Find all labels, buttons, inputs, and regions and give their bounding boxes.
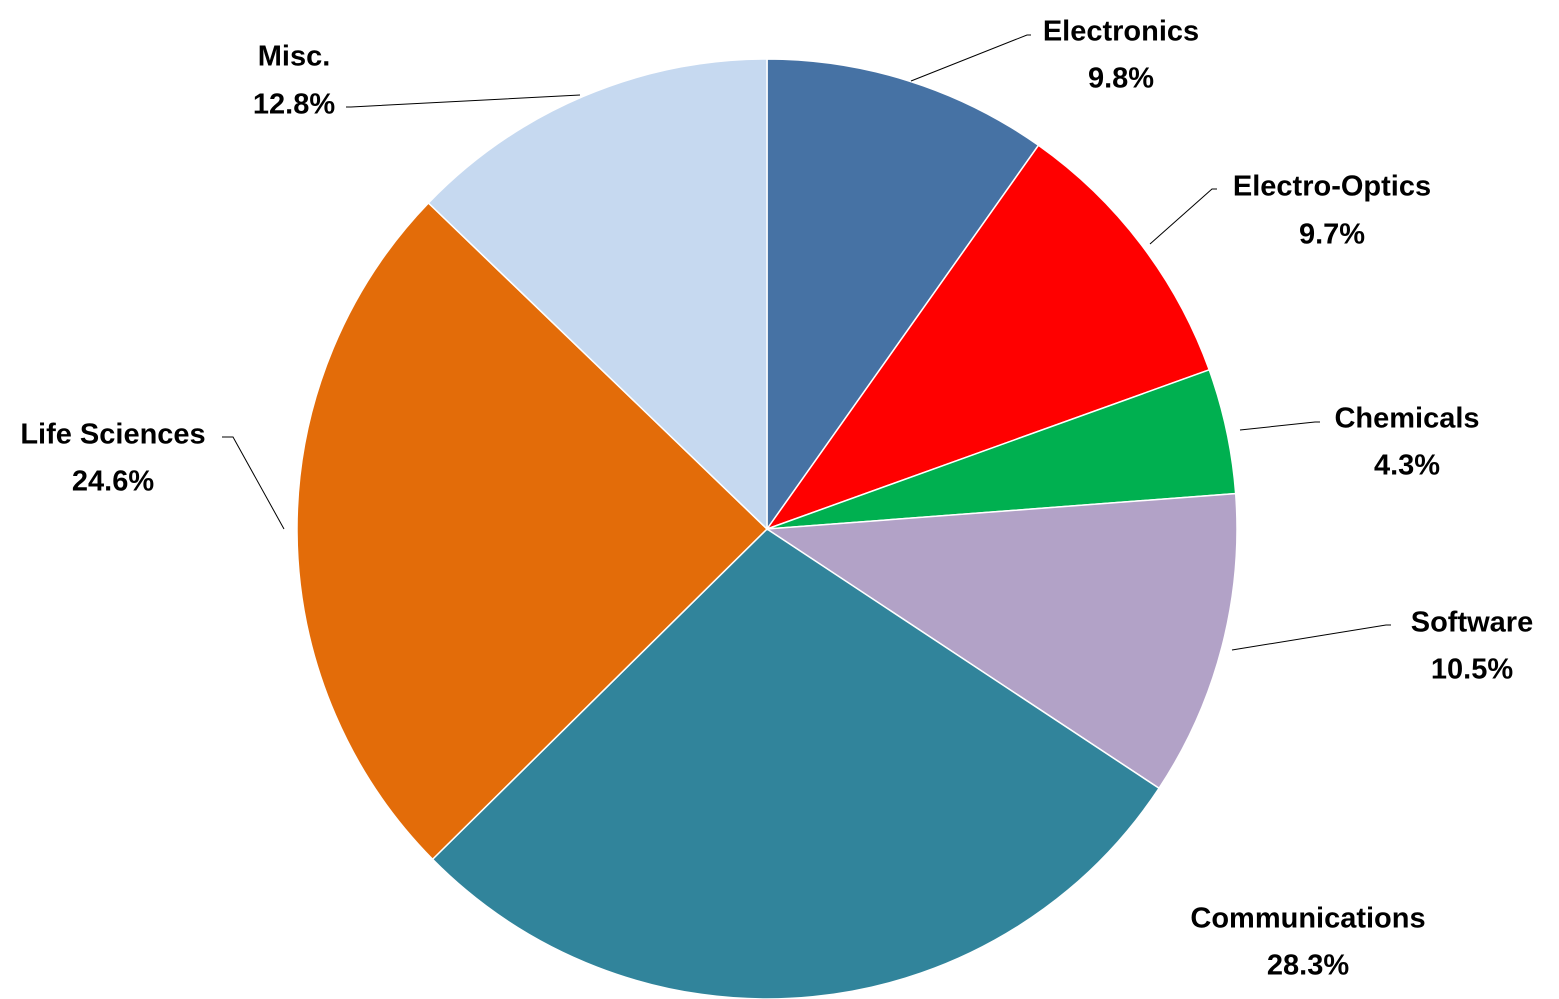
- data-label-name-electro-optics: Electro-Optics: [1233, 171, 1431, 203]
- pie-slice-electronics: [766, 58, 1040, 532]
- data-label-name-electronics: Electronics: [1043, 16, 1199, 48]
- data-label-value-misc: 12.8%: [253, 89, 335, 121]
- leader-line-life-sciences: [222, 436, 285, 530]
- pie-slice-software: [764, 492, 1238, 790]
- leader-line-misc: [346, 94, 581, 108]
- slices-layer: [296, 58, 1238, 999]
- leader-line-chemicals: [1239, 421, 1320, 431]
- data-label-name-software: Software: [1411, 607, 1533, 639]
- leader-line-software: [1231, 624, 1391, 651]
- data-label-value-communications: 28.3%: [1267, 950, 1349, 982]
- data-label-value-software: 10.5%: [1431, 654, 1513, 686]
- pie-slice-life-sciences: [296, 201, 769, 861]
- pie-slice-communications: [431, 528, 1161, 999]
- data-label-value-electronics: 9.8%: [1088, 63, 1154, 95]
- leader-lines-layer: [222, 34, 1391, 651]
- data-labels-layer: Electronics 9.8% Electro-Optics 9.7% Chemica…: [20, 16, 1533, 982]
- leader-line-electro-optics: [1149, 188, 1217, 245]
- data-label-name-misc: Misc.: [258, 41, 331, 73]
- data-label-name-chemicals: Chemicals: [1334, 403, 1479, 435]
- data-label-value-life-sciences: 24.6%: [72, 466, 154, 498]
- data-label-name-communications: Communications: [1190, 903, 1425, 935]
- data-label-value-electro-optics: 9.7%: [1299, 219, 1365, 251]
- pie-slice-misc: [427, 58, 768, 531]
- pie-slice-electro-optics: [765, 144, 1211, 531]
- leader-line-electronics: [910, 34, 1031, 82]
- data-label-name-life-sciences: Life Sciences: [20, 419, 205, 451]
- data-label-value-chemicals: 4.3%: [1374, 450, 1440, 482]
